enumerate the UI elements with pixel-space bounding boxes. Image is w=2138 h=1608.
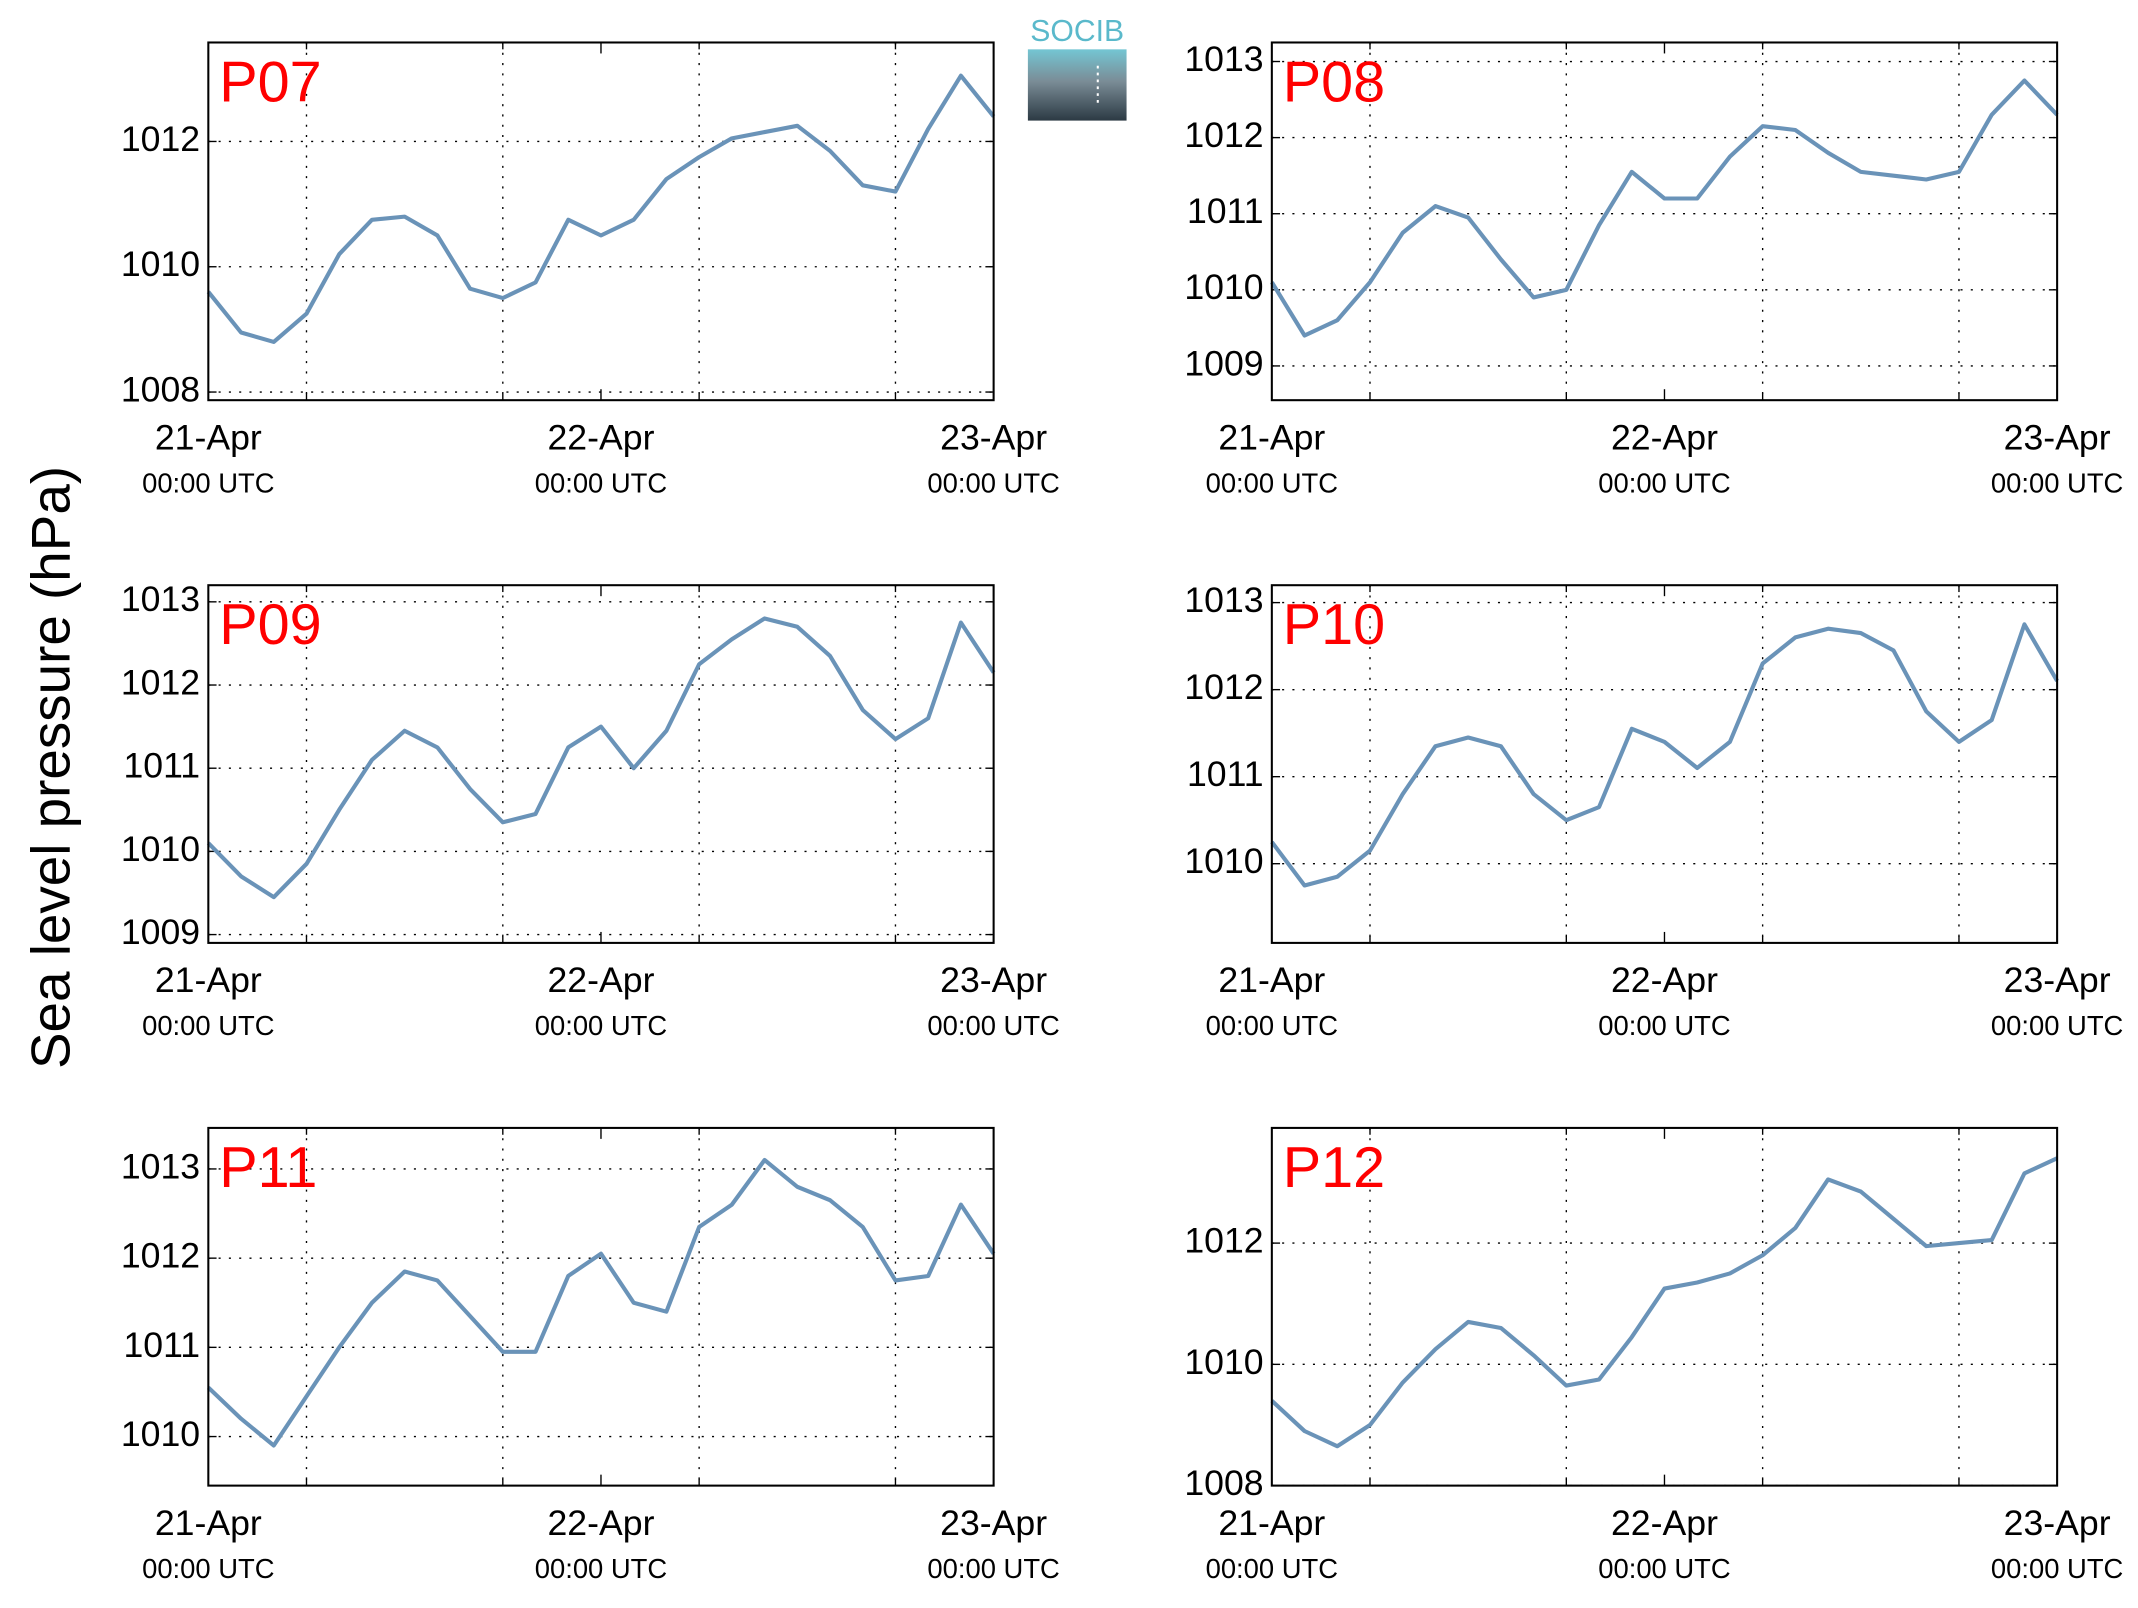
plot-area — [1271, 42, 2058, 401]
x-tick-sublabel: 00:00 UTC — [1598, 1010, 1730, 1041]
data-line — [206, 616, 996, 900]
panel-title: P08 — [1283, 50, 1385, 114]
x-tick-label: 23-Apr — [940, 1503, 1047, 1543]
x-tick-sublabel: 00:00 UTC — [142, 1010, 274, 1041]
x-tick-label: 21-Apr — [1218, 960, 1325, 1000]
data-line — [1270, 1156, 2058, 1449]
x-tick-label: 22-Apr — [1611, 1503, 1718, 1543]
panel: 1009 1010 1011 1012 1013 21-Apr 00:00 UTC 22-Ap… — [121, 579, 1060, 1041]
x-tick-sublabel: 00:00 UTC — [142, 467, 274, 498]
y-tick-label: 1010 — [1184, 841, 1263, 881]
panel: 1008 1010 1012 21-Apr 00:00 UTC 22-Apr 00:00 U… — [1184, 1126, 2123, 1584]
y-tick-label: 1013 — [121, 579, 200, 619]
panel-title: P09 — [219, 593, 321, 657]
x-tick-sublabel: 00:00 UTC — [535, 467, 667, 498]
x-tick-label: 21-Apr — [155, 417, 262, 457]
x-tick-sublabel: 00:00 UTC — [1991, 1010, 2123, 1041]
data-line — [206, 1157, 996, 1448]
x-tick-label: 21-Apr — [1218, 1503, 1325, 1543]
x-tick-label: 21-Apr — [1218, 417, 1325, 457]
plot-area — [208, 42, 994, 401]
x-tick-label: 23-Apr — [2004, 417, 2111, 457]
panel: 1009 1010 1011 1012 1013 21-Apr 00:00 UTC 22-Ap… — [1184, 39, 2123, 498]
x-tick-sublabel: 00:00 UTC — [1206, 1010, 1338, 1041]
data-line — [1270, 622, 2059, 888]
y-tick-label: 1011 — [1187, 191, 1264, 231]
y-tick-label: 1012 — [121, 119, 200, 159]
panel-title: P11 — [219, 1136, 317, 1200]
y-tick-label: 1010 — [121, 829, 200, 869]
x-tick-sublabel: 00:00 UTC — [1598, 467, 1730, 498]
plot-area — [208, 1127, 994, 1486]
y-tick-label: 1010 — [1184, 267, 1263, 307]
y-tick-label: 1012 — [121, 662, 200, 702]
y-tick-label: 1009 — [1184, 343, 1263, 383]
logo-box — [1027, 49, 1127, 121]
y-tick-label: 1010 — [1184, 1342, 1263, 1382]
panel-title: P10 — [1283, 593, 1385, 657]
plot-frame — [207, 41, 995, 402]
x-tick-label: 23-Apr — [940, 417, 1047, 457]
y-tick-label: 1010 — [121, 1414, 200, 1454]
x-tick-sublabel: 00:00 UTC — [1598, 1553, 1730, 1584]
x-tick-sublabel: 00:00 UTC — [927, 467, 1059, 498]
x-tick-label: 22-Apr — [548, 960, 655, 1000]
x-tick-sublabel: 00:00 UTC — [1991, 467, 2123, 498]
x-tick-sublabel: 00:00 UTC — [1206, 1553, 1338, 1584]
x-tick-sublabel: 00:00 UTC — [142, 1553, 274, 1584]
y-tick-label: 1012 — [1184, 1221, 1263, 1261]
x-tick-label: 21-Apr — [155, 960, 262, 1000]
y-axis-label: Sea level pressure (hPa) — [19, 466, 81, 1069]
y-tick-label: 1012 — [1184, 667, 1263, 707]
x-tick-sublabel: 00:00 UTC — [1991, 1553, 2123, 1584]
y-tick-label: 1013 — [1184, 580, 1263, 620]
x-tick-label: 23-Apr — [2004, 1503, 2111, 1543]
x-tick-label: 21-Apr — [155, 1503, 262, 1543]
panel-title: P07 — [219, 50, 321, 114]
y-tick-label: 1012 — [1184, 115, 1263, 155]
x-tick-label: 22-Apr — [548, 1503, 655, 1543]
plot-frame — [1270, 41, 2059, 402]
y-tick-label: 1011 — [123, 1325, 200, 1365]
x-tick-label: 22-Apr — [1611, 417, 1718, 457]
data-line — [1270, 78, 2059, 338]
y-tick-label: 1009 — [121, 912, 200, 952]
x-tick-sublabel: 00:00 UTC — [927, 1010, 1059, 1041]
x-tick-sublabel: 00:00 UTC — [535, 1010, 667, 1041]
y-tick-label: 1011 — [1187, 754, 1264, 794]
x-tick-label: 23-Apr — [2004, 960, 2111, 1000]
plot-frame — [207, 1126, 995, 1487]
panel: 1008 1010 1012 21-Apr 00:00 UTC 22-Apr 00:00 U… — [121, 41, 1060, 498]
plot-area — [208, 585, 994, 943]
plot-frame — [1270, 1126, 2059, 1487]
logo-text: SOCIB — [1030, 15, 1124, 48]
plot-area — [1271, 585, 2058, 943]
x-tick-sublabel: 00:00 UTC — [927, 1553, 1059, 1584]
x-tick-label: 23-Apr — [940, 960, 1047, 1000]
panel-title: P12 — [1283, 1136, 1385, 1200]
x-tick-label: 22-Apr — [548, 417, 655, 457]
x-tick-label: 22-Apr — [1611, 960, 1718, 1000]
logo: SOCIB — [1027, 15, 1127, 121]
y-tick-label: 1013 — [121, 1146, 200, 1186]
plot-frame — [1270, 584, 2059, 944]
x-tick-sublabel: 00:00 UTC — [535, 1553, 667, 1584]
panel: 1010 1011 1012 1013 21-Apr 00:00 UTC 22-Apr 00:… — [121, 1126, 1060, 1584]
y-tick-label: 1013 — [1184, 39, 1263, 79]
y-tick-label: 1008 — [1184, 1463, 1263, 1503]
plot-area — [1271, 1127, 2058, 1486]
x-tick-sublabel: 00:00 UTC — [1206, 467, 1338, 498]
panel: 1010 1011 1012 1013 21-Apr 00:00 UTC 22-Apr 00:… — [1184, 580, 2123, 1041]
y-tick-label: 1008 — [121, 369, 200, 409]
plot-frame — [207, 584, 995, 944]
data-line — [206, 73, 996, 344]
y-tick-label: 1010 — [121, 244, 200, 284]
y-tick-label: 1011 — [123, 746, 200, 786]
y-tick-label: 1012 — [121, 1236, 200, 1276]
